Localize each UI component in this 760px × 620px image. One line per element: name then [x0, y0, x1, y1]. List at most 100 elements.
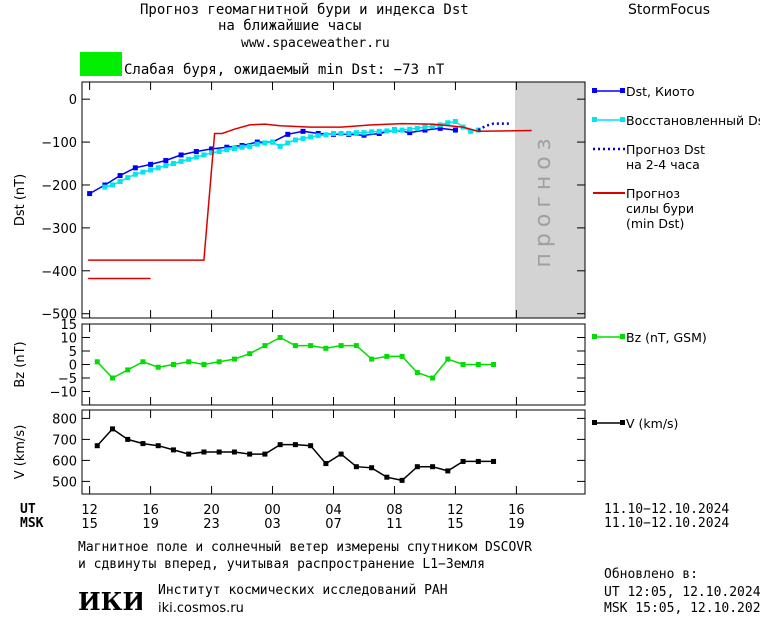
data-point — [285, 131, 291, 137]
legend-marker — [620, 420, 625, 425]
iki-logo: ИКИ — [78, 587, 145, 616]
data-point — [109, 182, 115, 188]
y-tick-label: 500 — [52, 475, 77, 490]
data-point — [300, 136, 306, 142]
x-tick-label-ut: 16 — [508, 503, 525, 518]
institute-site[interactable]: iki.cosmos.ru — [158, 601, 244, 616]
y-axis-label: Bz (nT) — [13, 341, 28, 387]
series-line — [104, 120, 479, 188]
legend-label: Bz (nT, GSM) — [626, 330, 707, 345]
data-point — [163, 163, 169, 169]
legend-label: Прогноз — [626, 186, 680, 201]
data-point — [292, 343, 298, 349]
source-url[interactable]: www.spaceweather.ru — [241, 36, 390, 51]
x-tick-label-msk: 11 — [386, 517, 403, 532]
data-point — [94, 443, 100, 449]
x-tick-label-msk: 07 — [325, 517, 342, 532]
updated-msk: MSK 15:05, 12.10.2024 — [604, 601, 760, 616]
ut-date-range: 11.10−12.10.2024 — [604, 502, 730, 517]
y-tick-label: 700 — [52, 433, 77, 448]
data-point — [178, 152, 184, 158]
data-point — [430, 464, 436, 470]
legend-label: (min Dst) — [626, 216, 684, 231]
legend-marker — [592, 334, 597, 339]
data-point — [384, 353, 390, 359]
y-tick-label: 800 — [52, 412, 77, 427]
panel-frame — [81, 323, 586, 406]
data-point — [109, 375, 115, 381]
y-axis-label: Dst (nT) — [13, 174, 28, 226]
data-point — [353, 130, 359, 136]
data-point — [468, 128, 474, 134]
data-point — [475, 362, 481, 367]
footer-note-line2: и сдвинуты вперед, учитывая распростране… — [78, 557, 485, 572]
updated-ut: UT 12:05, 12.10.2024 — [604, 585, 760, 600]
data-point — [323, 345, 329, 351]
data-point — [323, 132, 329, 138]
y-tick-label: −5 — [58, 372, 77, 387]
data-point — [292, 442, 298, 448]
x-tick-label-ut: 12 — [81, 503, 98, 518]
data-point — [270, 139, 276, 145]
msk-axis-label: MSK — [20, 516, 44, 531]
data-point — [216, 449, 222, 455]
data-point — [132, 171, 138, 177]
data-point — [231, 449, 237, 455]
iki-logo-icon: ИКИ — [78, 587, 145, 616]
data-point — [117, 179, 123, 185]
legend-marker — [620, 334, 625, 339]
data-point — [254, 141, 260, 147]
x-tick-label-ut: 12 — [447, 503, 464, 518]
data-point — [140, 359, 146, 365]
data-point — [201, 449, 207, 455]
series-line — [96, 427, 494, 482]
data-point — [452, 118, 458, 124]
data-point — [262, 451, 268, 457]
series-line — [88, 122, 532, 261]
legend-label: V (km/s) — [626, 416, 678, 431]
data-point — [178, 158, 184, 164]
data-point — [148, 167, 154, 173]
x-tick-label-ut: 00 — [264, 503, 281, 518]
data-point — [399, 127, 405, 133]
data-point — [475, 458, 481, 464]
data-point — [262, 140, 268, 146]
data-point — [391, 127, 397, 133]
footer-note-line1: Магнитное поле и солнечный ветер измерен… — [78, 540, 532, 555]
data-point — [430, 123, 436, 129]
data-point — [193, 149, 199, 155]
legend-label: Восстановленный Dst — [626, 113, 760, 128]
legend-marker — [620, 88, 625, 93]
legend-label: Прогноз Dst — [626, 142, 705, 157]
data-point — [102, 184, 108, 190]
data-point — [422, 127, 428, 133]
panel-frame — [81, 81, 586, 319]
data-point — [414, 370, 420, 376]
data-point — [460, 458, 466, 464]
forecast-band-label: прогноз — [531, 133, 556, 268]
data-point — [491, 362, 497, 367]
data-point — [308, 343, 314, 349]
data-point — [331, 130, 336, 136]
panel-frame — [81, 409, 586, 495]
data-point — [361, 132, 367, 138]
legend-marker — [620, 117, 625, 122]
data-point — [87, 191, 93, 197]
data-point — [285, 140, 291, 146]
x-tick-label-msk: 15 — [81, 517, 98, 532]
series-line — [477, 122, 509, 132]
data-point — [292, 137, 298, 143]
data-point — [445, 120, 451, 126]
institute-name: Институт космических исследований РАН — [158, 583, 448, 598]
data-point — [247, 351, 253, 357]
data-point — [170, 161, 176, 167]
data-point — [384, 128, 390, 134]
data-point — [186, 451, 192, 457]
data-point — [414, 464, 420, 470]
data-point — [338, 130, 344, 136]
y-tick-label: −100 — [41, 136, 77, 151]
data-point — [247, 143, 253, 149]
x-tick-label-ut: 08 — [386, 503, 403, 518]
data-point — [231, 146, 237, 152]
data-point — [201, 362, 207, 367]
